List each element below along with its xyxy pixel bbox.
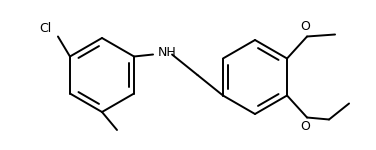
Text: O: O xyxy=(300,120,310,134)
Text: NH: NH xyxy=(158,46,177,59)
Text: Cl: Cl xyxy=(40,21,52,34)
Text: O: O xyxy=(300,21,310,33)
